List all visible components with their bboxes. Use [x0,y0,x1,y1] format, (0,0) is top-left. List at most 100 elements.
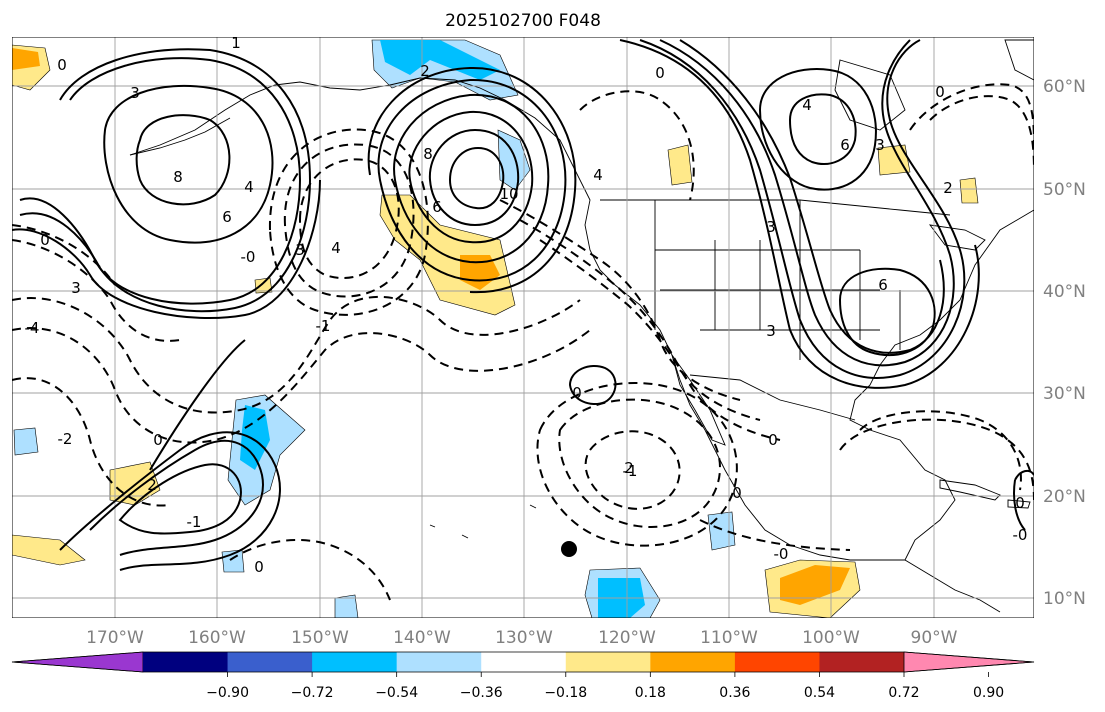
contour-label: 1 [231,34,241,52]
contour-label: -4 [25,319,40,337]
contour-label: -2 [58,430,73,448]
positive-region-hudson [877,144,911,176]
positive-core-mexico-south [780,565,850,605]
contour-label: -1 [316,317,331,335]
lon-label: 140°W [393,628,451,648]
contour-label: 3 [295,241,305,259]
lat-label: 10°N [1043,589,1086,609]
colorbar-bin [396,652,482,672]
colorbar-bin [143,652,229,672]
contour-label: 2 [420,62,430,80]
contour-label: 0 [572,384,582,402]
lon-label: 90°W [911,628,958,648]
colorbar-tick-label: 0.36 [719,685,750,701]
hudson-bay [834,59,906,131]
contour-goa-high-3 [408,110,534,244]
greenland-south [1004,39,1034,81]
colorbar-bin [734,652,820,672]
colorbar-bin [650,652,736,672]
contour-label: 0 [732,484,742,502]
colorbar-bin [481,652,567,672]
colorbar-tick-label: 0.54 [804,685,835,701]
hawaiian-islands [429,504,537,539]
contour-east-high-1 [758,68,877,191]
positive-core-west-edge-top [12,48,40,70]
contour-central-high-3 [118,463,242,535]
contour-central-wave-3 [539,239,781,441]
aleutian-islands [129,117,231,156]
contour-goa-high-6 [367,66,577,294]
contour-west-low-1 [298,158,400,280]
contour-pacific-1 [12,295,581,414]
contour-pacific-8 [584,430,681,510]
positive-region-great-lakes [959,177,979,204]
contour-west-low-2 [283,143,415,298]
lon-label: 100°W [802,628,860,648]
colorbar-tick-label: 0.72 [888,685,919,701]
latitude-labels: 10°N 20°N 30°N 40°N 50°N 60°N [1043,77,1086,609]
central-america [904,559,1001,613]
lon-label: 170°W [86,628,144,648]
contour-pacific-3 [12,377,171,507]
contour-pacific-7 [536,382,738,547]
contour-pacific-9 [699,519,851,551]
contour-label: -1 [623,462,638,480]
contour-pacific-5 [12,224,116,286]
great-lakes [928,224,986,251]
contour-label: 6 [878,276,888,294]
contour-west-high-5 [12,179,321,320]
contour-label: -0 [1013,526,1028,544]
contour-label: 6 [222,208,232,226]
colorbar-tick-label: −0.54 [375,685,418,701]
contour-central-wave-2 [519,219,761,421]
contour-goa-high-5 [448,146,505,210]
contour-label: 10 [499,185,518,203]
negative-region-bc-coast [497,129,531,191]
contour-south-low [229,539,391,601]
us-mexico-border [689,374,856,421]
negative-region-east-pacific-mid [707,511,736,551]
contour-label: 3 [875,136,885,154]
contour-east-low-1 [838,267,936,356]
figure-title: 2025102700 F048 [445,11,601,31]
location-marker [561,541,577,557]
contour-label: 6 [432,198,442,216]
lat-label: 60°N [1043,77,1086,97]
contour-label: -0 [241,248,256,266]
colorbar-tick-label: −0.18 [544,685,587,701]
colorbar-tick-labels: −0.90 −0.72 −0.54 −0.36 −0.18 0.18 0.36 0.54 0.7… [206,672,1004,701]
lon-label: 120°W [598,628,656,648]
contour-goa-high-2 [393,93,550,264]
contour-label: 8 [423,145,433,163]
contour-northeast-low-2 [929,95,1034,171]
contour-label: 8 [173,168,183,186]
contour-goa-high-4 [428,128,520,227]
contour-label: 0 [935,83,945,101]
negative-region-west-edge [13,427,39,456]
contour-west-high-3 [103,84,274,244]
contour-pacific-11 [839,418,1034,501]
contour-pacific-2 [12,327,591,444]
contour-central-wave-1 [499,199,741,401]
contour-east-wave-4 [619,39,980,389]
contour-east-high-2 [788,93,857,165]
negative-core-gulf-of-alaska [380,40,500,80]
lat-label: 30°N [1043,384,1086,404]
contour-goa-high-1 [377,78,567,282]
colorbar-tick-label: 0.18 [635,685,666,701]
contour-label: 3 [766,218,776,236]
contour-label: 0 [768,431,778,449]
contour-label: 3 [130,84,140,102]
contour-label: 2 [624,459,634,477]
contour-east-wave-1 [639,39,966,379]
contour-label: 4 [331,239,341,257]
contour-ring-small [568,365,617,405]
contour-east-wave-2 [659,39,955,367]
contour-pacific-6 [558,398,721,528]
colorbar-tick-label: −0.72 [291,685,334,701]
contour-west-low-3 [268,128,429,316]
contour-west-high-4 [135,114,231,206]
contour-label: -0 [774,545,789,563]
contour-label: 3 [71,279,81,297]
colorbar-bin [819,652,905,672]
